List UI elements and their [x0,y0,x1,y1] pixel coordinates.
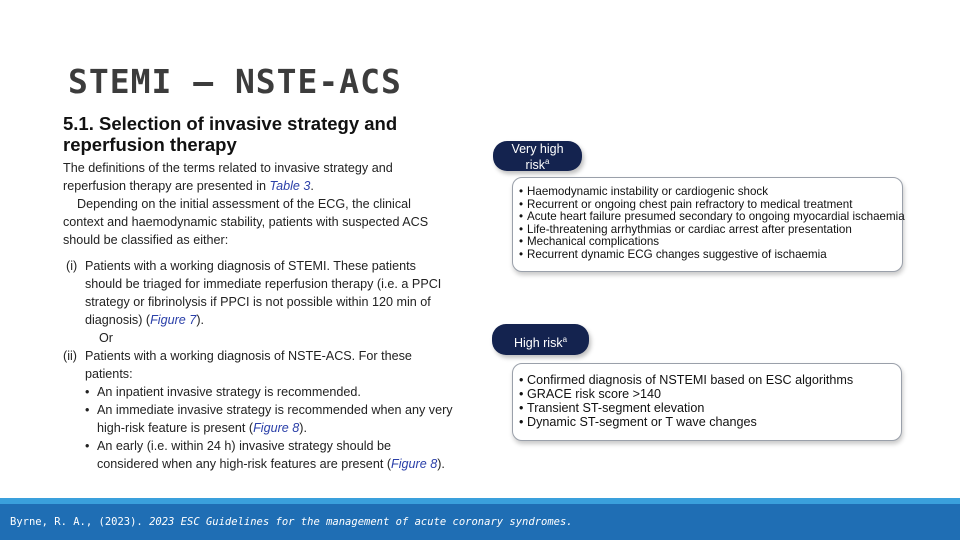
list-item: GRACE risk score >140 [519,387,901,401]
item-number: (ii) [63,349,77,363]
list-item: Haemodynamic instability or cardiogenic … [519,185,902,199]
high-risk-criteria: Confirmed diagnosis of NSTEMI based on E… [512,363,902,441]
slide-title: STEMI – NSTE-ACS [68,62,402,101]
list-item: Mechanical complications [519,236,902,249]
high-risk-list: Confirmed diagnosis of NSTEMI based on E… [519,373,901,429]
item-nste-acs: (ii) Patients with a working diagnosis o… [63,347,455,473]
footer-accent-stripe [0,498,960,504]
section-body: The definitions of the terms related to … [63,159,455,473]
footer-citation: Byrne, R. A., (2023). 2023 ESC Guideline… [0,504,960,540]
very-high-risk-list: Haemodynamic instability or cardiogenic … [519,185,905,262]
table-3-reference[interactable]: Table 3 [269,179,311,193]
guideline-excerpt: 5.1. Selection of invasive strategy and … [63,113,455,473]
list-item: Life-threatening arrhythmias or cardiac … [519,223,902,237]
list-item: Transient ST-segment elevation [519,401,901,415]
figure-7-reference[interactable]: Figure 7 [150,313,197,327]
very-high-risk-label: Very high riska [493,141,582,171]
list-item: Recurrent or ongoing chest pain refracto… [519,198,902,212]
list-item: An early (i.e. within 24 h) invasive str… [85,437,455,473]
list-item: Acute heart failure presumed secondary t… [519,211,905,224]
list-item: Recurrent dynamic ECG changes suggestive… [519,248,902,262]
very-high-risk-criteria: Haemodynamic instability or cardiogenic … [512,177,905,272]
intro-paragraph: The definitions of the terms related to … [63,161,393,193]
item-stemi: (i) Patients with a working diagnosis of… [66,259,442,327]
section-heading: 5.1. Selection of invasive strategy and … [63,113,398,155]
list-item: Dynamic ST-segment or T wave changes [519,415,901,429]
citation-title: 2023 ESC Guidelines for the management o… [149,516,573,528]
classification-paragraph: Depending on the initial assessment of t… [63,197,429,247]
or-text: Or [99,331,113,345]
list-item: An inpatient invasive strategy is recomm… [85,383,455,401]
nste-acs-bullets: An inpatient invasive strategy is recomm… [85,383,455,473]
list-item: Confirmed diagnosis of NSTEMI based on E… [519,373,901,387]
item-number: (i) [66,259,78,273]
figure-8-reference[interactable]: Figure 8 [253,421,300,435]
list-item: An immediate invasive strategy is recomm… [85,401,455,437]
figure-8-reference[interactable]: Figure 8 [391,457,438,471]
high-risk-label: High riska [492,324,589,355]
